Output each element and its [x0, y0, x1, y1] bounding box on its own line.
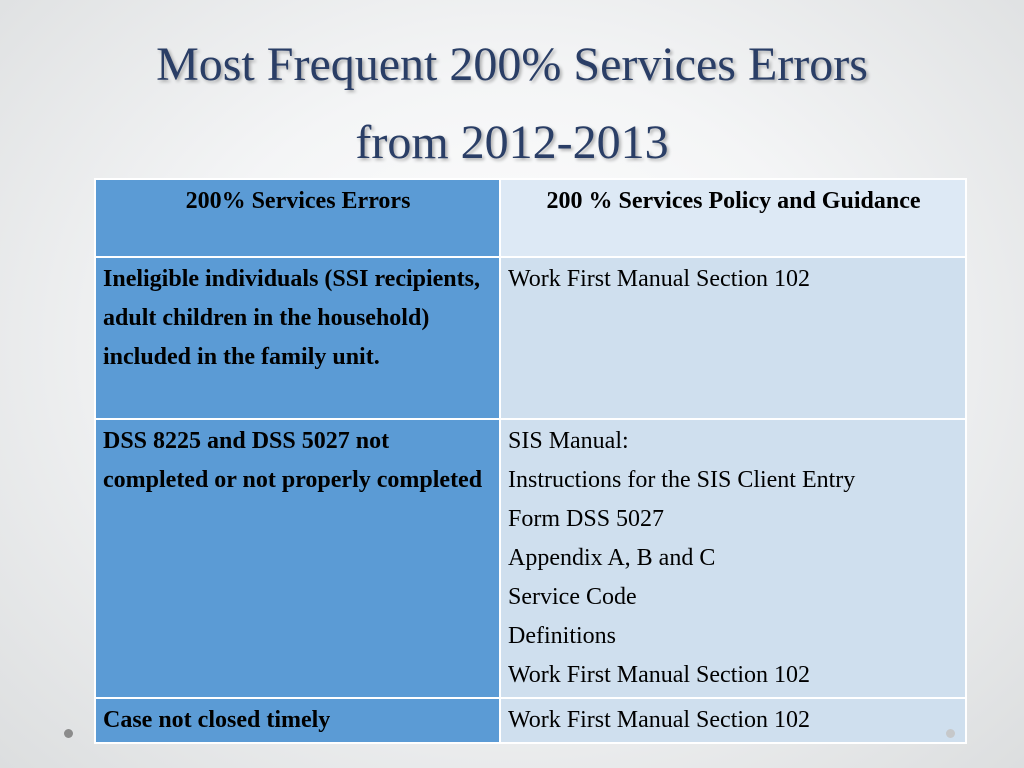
policy-line: Form DSS 5027 [508, 506, 665, 532]
header-policy-guidance: 200 % Services Policy and Guidance [499, 178, 967, 258]
slide-title-line-2: from 2012-2013 [355, 116, 669, 169]
policy-line: Work First Manual Section 102 [508, 707, 811, 733]
error-cell: Case not closed timely [94, 697, 501, 744]
policy-line: Appendix A, B and C [508, 545, 716, 571]
table-row: Ineligible individuals (SSI recipients, … [94, 256, 967, 420]
policy-line: Work First Manual Section 102 [508, 266, 811, 292]
policy-line: SIS Manual: [508, 428, 629, 454]
table-row: DSS 8225 and DSS 5027 not completed or n… [94, 418, 967, 699]
policy-cell: Work First Manual Section 102 [499, 256, 967, 420]
header-services-errors: 200% Services Errors [94, 178, 501, 258]
slide-bullet-dot [64, 729, 73, 738]
slide-title: Most Frequent 200% Services Errors from … [40, 26, 984, 182]
error-cell: DSS 8225 and DSS 5027 not completed or n… [94, 418, 501, 699]
error-cell: Ineligible individuals (SSI recipients, … [94, 256, 501, 420]
policy-line: Instructions for the SIS Client Entry [508, 467, 856, 493]
policy-line: Definitions [508, 623, 616, 649]
policy-cell: SIS Manual: Instructions for the SIS Cli… [499, 418, 967, 699]
policy-line: Work First Manual Section 102 [508, 662, 811, 688]
table-header-row: 200% Services Errors 200 % Services Poli… [94, 178, 967, 258]
slide-page-dot [946, 729, 955, 738]
policy-cell: Work First Manual Section 102 [499, 697, 967, 744]
errors-table: 200% Services Errors 200 % Services Poli… [94, 178, 967, 744]
slide-title-line-1: Most Frequent 200% Services Errors [156, 38, 868, 91]
table-row: Case not closed timely Work First Manual… [94, 697, 967, 744]
policy-line: Service Code [508, 584, 637, 610]
